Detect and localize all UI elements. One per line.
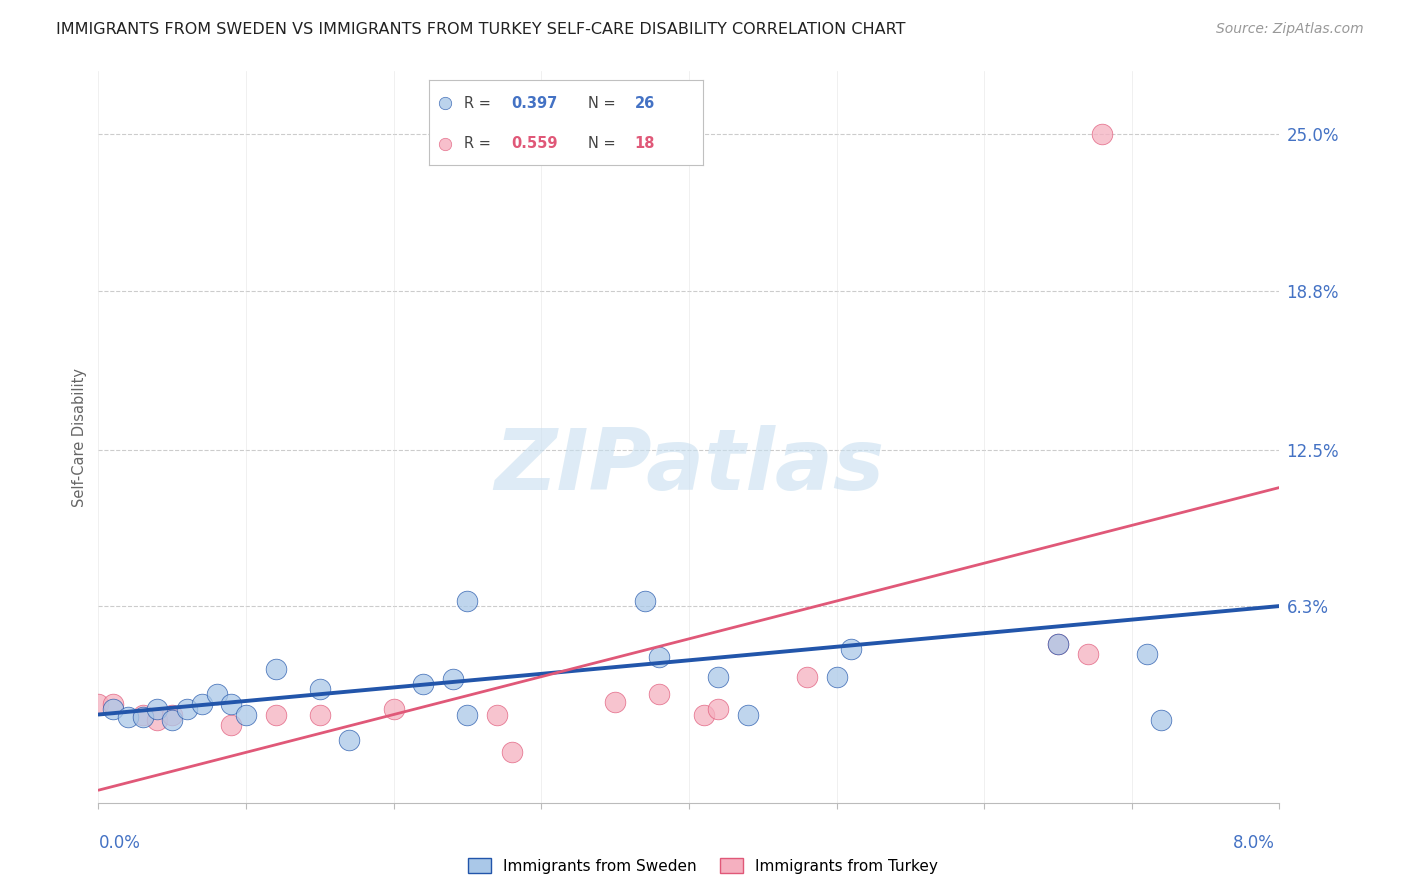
Point bbox=[219, 698, 242, 712]
Text: 8.0%: 8.0% bbox=[1233, 834, 1275, 852]
Point bbox=[337, 732, 360, 747]
Point bbox=[412, 677, 434, 691]
Point bbox=[1135, 647, 1157, 661]
Point bbox=[146, 713, 169, 727]
Point bbox=[87, 698, 110, 712]
Text: 0.0%: 0.0% bbox=[98, 834, 141, 852]
Text: Source: ZipAtlas.com: Source: ZipAtlas.com bbox=[1216, 22, 1364, 37]
Point bbox=[707, 702, 730, 716]
Legend: Immigrants from Sweden, Immigrants from Turkey: Immigrants from Sweden, Immigrants from … bbox=[463, 852, 943, 880]
Point bbox=[501, 745, 523, 759]
Point bbox=[191, 698, 214, 712]
Point bbox=[1150, 713, 1173, 727]
Text: R =: R = bbox=[464, 136, 496, 152]
Point bbox=[382, 702, 405, 716]
Point bbox=[693, 707, 716, 722]
Text: R =: R = bbox=[464, 95, 496, 111]
Point bbox=[308, 707, 332, 722]
Text: 26: 26 bbox=[634, 95, 655, 111]
Text: 0.559: 0.559 bbox=[512, 136, 558, 152]
Point bbox=[441, 672, 464, 686]
Point bbox=[1077, 647, 1099, 661]
Point bbox=[176, 702, 198, 716]
Point bbox=[103, 698, 125, 712]
Y-axis label: Self-Care Disability: Self-Care Disability bbox=[72, 368, 87, 507]
Point bbox=[132, 710, 155, 724]
Point bbox=[162, 707, 183, 722]
Point bbox=[1091, 128, 1114, 142]
Point bbox=[825, 670, 848, 684]
Text: N =: N = bbox=[588, 95, 620, 111]
Point bbox=[132, 707, 155, 722]
Point bbox=[117, 710, 139, 724]
Text: 18: 18 bbox=[634, 136, 655, 152]
Point bbox=[103, 702, 125, 716]
Point bbox=[146, 702, 169, 716]
Point bbox=[456, 594, 478, 608]
Point bbox=[1046, 637, 1069, 651]
Point bbox=[264, 662, 287, 676]
Point bbox=[235, 707, 257, 722]
Point bbox=[162, 713, 183, 727]
Point bbox=[308, 682, 332, 697]
Point bbox=[737, 707, 759, 722]
Point bbox=[456, 707, 478, 722]
Point bbox=[434, 136, 457, 151]
Point bbox=[648, 649, 671, 664]
Point bbox=[648, 687, 671, 701]
Point bbox=[707, 670, 730, 684]
Point bbox=[796, 670, 818, 684]
Point bbox=[485, 707, 508, 722]
Point bbox=[264, 707, 287, 722]
Point bbox=[219, 717, 242, 731]
Text: 0.397: 0.397 bbox=[512, 95, 557, 111]
Point bbox=[605, 695, 627, 709]
Point bbox=[434, 96, 457, 111]
Point bbox=[839, 642, 862, 657]
Point bbox=[633, 594, 655, 608]
Point bbox=[1046, 637, 1069, 651]
Text: N =: N = bbox=[588, 136, 620, 152]
Text: IMMIGRANTS FROM SWEDEN VS IMMIGRANTS FROM TURKEY SELF-CARE DISABILITY CORRELATIO: IMMIGRANTS FROM SWEDEN VS IMMIGRANTS FRO… bbox=[56, 22, 905, 37]
Point bbox=[205, 687, 228, 701]
Text: ZIPatlas: ZIPatlas bbox=[494, 425, 884, 508]
